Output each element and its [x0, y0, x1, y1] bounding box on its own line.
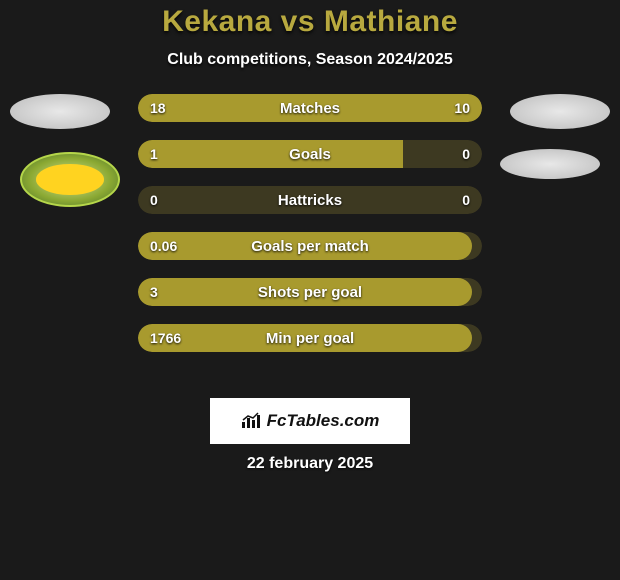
player-photo-right — [510, 94, 610, 129]
stat-row: Hattricks0 0 — [138, 186, 482, 214]
stat-value-left: 1 — [150, 140, 158, 168]
stat-value-right: 10 — [454, 94, 470, 122]
stat-value-right: 0 — [462, 140, 470, 168]
page-subtitle: Club competitions, Season 2024/2025 — [0, 51, 620, 69]
stat-label: Hattricks — [138, 186, 482, 214]
stat-value-left: 18 — [150, 94, 166, 122]
stat-value-left: 1766 — [150, 324, 181, 352]
stat-row: Matches18 10 — [138, 94, 482, 122]
stat-value-right: 0 — [462, 186, 470, 214]
stat-value-left: 0 — [150, 186, 158, 214]
stat-row: Goals per match0.06 — [138, 232, 482, 260]
player-photo-left — [10, 94, 110, 129]
stat-label: Min per goal — [138, 324, 482, 352]
watermark-text: FcTables.com — [267, 411, 380, 431]
stat-value-left: 3 — [150, 278, 158, 306]
club-logo-left-shape — [20, 152, 120, 207]
stat-value-left: 0.06 — [150, 232, 177, 260]
stat-row: Min per goal1766 — [138, 324, 482, 352]
watermark-badge: FcTables.com — [210, 398, 410, 444]
page-title: Kekana vs Mathiane — [0, 5, 620, 39]
stat-bars: Matches1810Goals10Hattricks00Goals per m… — [138, 94, 482, 370]
stat-label: Goals per match — [138, 232, 482, 260]
chart-area: Matches1810Goals10Hattricks00Goals per m… — [0, 94, 620, 394]
stat-label: Goals — [138, 140, 482, 168]
club-logo-right-shape — [500, 149, 600, 179]
date-text: 22 february 2025 — [0, 455, 620, 473]
club-logo-right — [500, 149, 600, 204]
stat-label: Matches — [138, 94, 482, 122]
stat-row: Shots per goal3 — [138, 278, 482, 306]
stats-comparison-container: Kekana vs Mathiane Club competitions, Se… — [0, 0, 620, 580]
stat-row: Goals1 0 — [138, 140, 482, 168]
chart-icon — [241, 412, 263, 430]
club-logo-left — [20, 152, 120, 207]
stat-label: Shots per goal — [138, 278, 482, 306]
